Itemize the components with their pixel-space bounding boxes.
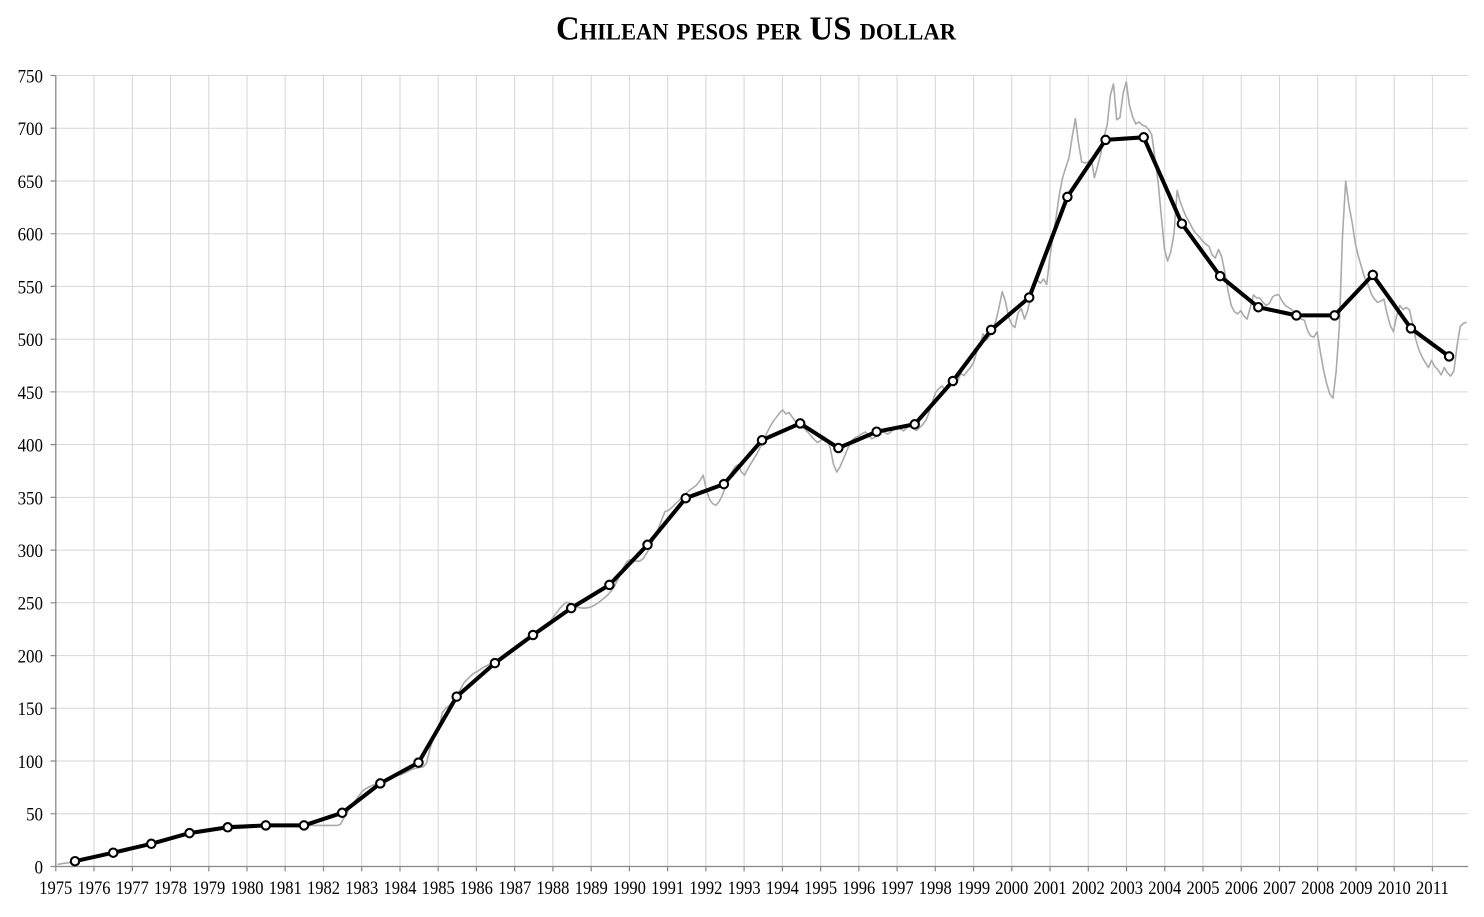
svg-text:300: 300 (18, 541, 43, 562)
svg-text:650: 650 (18, 172, 43, 193)
svg-text:1991: 1991 (651, 878, 684, 899)
svg-text:150: 150 (18, 699, 43, 720)
svg-text:2008: 2008 (1301, 878, 1334, 899)
svg-text:1990: 1990 (613, 878, 646, 899)
svg-text:2007: 2007 (1263, 878, 1296, 899)
svg-text:1984: 1984 (384, 878, 418, 899)
svg-text:1997: 1997 (881, 878, 914, 899)
svg-text:1987: 1987 (498, 878, 531, 899)
svg-text:2005: 2005 (1187, 878, 1220, 899)
svg-text:250: 250 (18, 594, 43, 615)
svg-text:1995: 1995 (804, 878, 837, 899)
svg-text:1996: 1996 (842, 878, 875, 899)
svg-text:700: 700 (18, 119, 43, 140)
svg-text:2006: 2006 (1225, 878, 1258, 899)
svg-text:1988: 1988 (536, 878, 569, 899)
svg-text:1994: 1994 (766, 878, 800, 899)
svg-text:2009: 2009 (1340, 878, 1373, 899)
svg-text:1989: 1989 (575, 878, 608, 899)
svg-text:400: 400 (18, 436, 43, 457)
svg-text:2002: 2002 (1072, 878, 1105, 899)
svg-text:2004: 2004 (1148, 878, 1182, 899)
svg-text:1985: 1985 (422, 878, 455, 899)
svg-text:50: 50 (26, 805, 43, 826)
svg-text:1981: 1981 (269, 878, 302, 899)
svg-text:2010: 2010 (1378, 878, 1411, 899)
svg-text:200: 200 (18, 647, 43, 668)
svg-text:Chilean pesos per US dollar: Chilean pesos per US dollar (556, 11, 956, 48)
svg-text:750: 750 (18, 66, 43, 87)
svg-text:500: 500 (18, 330, 43, 351)
svg-text:0: 0 (35, 857, 44, 878)
svg-text:450: 450 (18, 383, 43, 404)
svg-text:1986: 1986 (460, 878, 493, 899)
svg-text:2001: 2001 (1034, 878, 1067, 899)
svg-text:1982: 1982 (307, 878, 340, 899)
svg-text:1998: 1998 (919, 878, 952, 899)
svg-text:1992: 1992 (689, 878, 722, 899)
svg-text:1993: 1993 (728, 878, 761, 899)
svg-text:1976: 1976 (78, 878, 111, 899)
svg-text:1975: 1975 (39, 878, 72, 899)
svg-text:2000: 2000 (995, 878, 1028, 899)
svg-text:2003: 2003 (1110, 878, 1143, 899)
svg-text:1983: 1983 (345, 878, 378, 899)
svg-text:1978: 1978 (154, 878, 187, 899)
svg-text:1980: 1980 (231, 878, 264, 899)
svg-text:100: 100 (18, 752, 43, 773)
svg-text:2011: 2011 (1416, 878, 1449, 899)
svg-text:1977: 1977 (116, 878, 149, 899)
svg-text:1999: 1999 (957, 878, 990, 899)
svg-text:550: 550 (18, 277, 43, 298)
svg-text:1979: 1979 (192, 878, 225, 899)
svg-text:350: 350 (18, 488, 43, 509)
svg-text:600: 600 (18, 225, 43, 246)
